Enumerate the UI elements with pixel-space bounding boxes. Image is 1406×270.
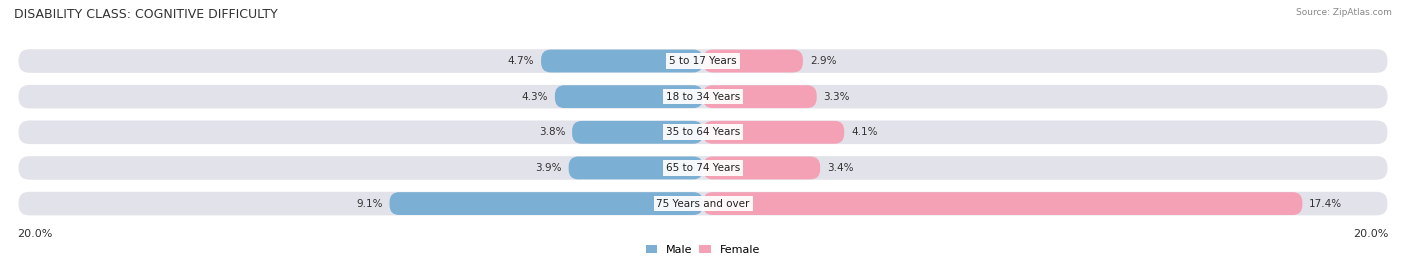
FancyBboxPatch shape (572, 121, 703, 144)
FancyBboxPatch shape (17, 155, 1389, 181)
FancyBboxPatch shape (555, 85, 703, 108)
FancyBboxPatch shape (568, 157, 703, 179)
Text: 4.1%: 4.1% (851, 127, 877, 137)
Text: 75 Years and over: 75 Years and over (657, 198, 749, 209)
Text: 4.3%: 4.3% (522, 92, 548, 102)
FancyBboxPatch shape (703, 121, 844, 144)
Text: 17.4%: 17.4% (1309, 198, 1343, 209)
Text: 2.9%: 2.9% (810, 56, 837, 66)
FancyBboxPatch shape (389, 192, 703, 215)
Text: Source: ZipAtlas.com: Source: ZipAtlas.com (1296, 8, 1392, 17)
Text: DISABILITY CLASS: COGNITIVE DIFFICULTY: DISABILITY CLASS: COGNITIVE DIFFICULTY (14, 8, 278, 21)
FancyBboxPatch shape (703, 192, 1302, 215)
Text: 35 to 64 Years: 35 to 64 Years (666, 127, 740, 137)
Text: 3.9%: 3.9% (536, 163, 562, 173)
Text: 9.1%: 9.1% (356, 198, 382, 209)
Text: 65 to 74 Years: 65 to 74 Years (666, 163, 740, 173)
FancyBboxPatch shape (703, 157, 820, 179)
FancyBboxPatch shape (703, 50, 803, 72)
Text: 18 to 34 Years: 18 to 34 Years (666, 92, 740, 102)
FancyBboxPatch shape (703, 85, 817, 108)
FancyBboxPatch shape (17, 84, 1389, 110)
Text: 20.0%: 20.0% (17, 229, 53, 239)
Text: 3.3%: 3.3% (824, 92, 851, 102)
Text: 5 to 17 Years: 5 to 17 Years (669, 56, 737, 66)
FancyBboxPatch shape (17, 119, 1389, 145)
Text: 3.4%: 3.4% (827, 163, 853, 173)
FancyBboxPatch shape (17, 48, 1389, 74)
Text: 4.7%: 4.7% (508, 56, 534, 66)
Legend: Male, Female: Male, Female (647, 245, 759, 255)
FancyBboxPatch shape (17, 191, 1389, 217)
Text: 20.0%: 20.0% (1353, 229, 1389, 239)
FancyBboxPatch shape (541, 50, 703, 72)
Text: 3.8%: 3.8% (538, 127, 565, 137)
